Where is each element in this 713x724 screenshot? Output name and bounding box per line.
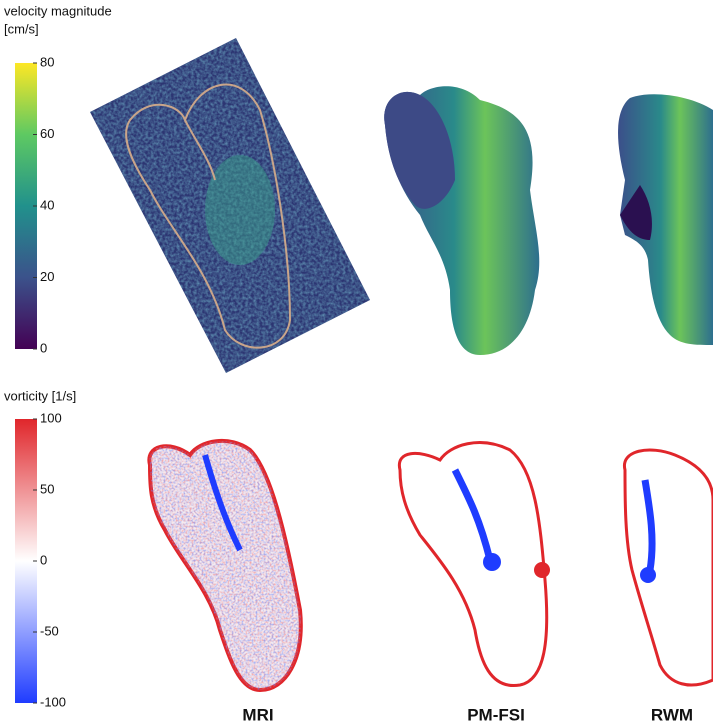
tick-label: 0 xyxy=(40,340,47,355)
tick-label: 0 xyxy=(40,552,47,567)
tick-label: -50 xyxy=(40,623,59,638)
mri-vorticity-image xyxy=(149,441,300,690)
pm-fsi-vorticity-image xyxy=(399,443,550,686)
colorbar-title: vorticity [1/s] xyxy=(4,388,76,403)
colorbar-title: [cm/s] xyxy=(4,21,39,36)
tick-label: 40 xyxy=(40,197,54,212)
rwm-velocity-image xyxy=(618,94,713,345)
tick-label: 100 xyxy=(40,410,62,425)
tick-label: 80 xyxy=(40,54,54,69)
rwm-vorticity-image xyxy=(624,450,713,685)
tick-label: -100 xyxy=(40,694,66,709)
figure: velocity magnitude [cm/s] vorticity [1/s… xyxy=(0,0,713,724)
panel-label: MRI xyxy=(242,705,273,724)
tick-label: 50 xyxy=(40,481,54,496)
pm-fsi-velocity-image xyxy=(384,86,539,355)
tick-label: 20 xyxy=(40,269,54,284)
mri-velocity-image xyxy=(90,38,370,373)
vorticity-colorbar: vorticity [1/s] xyxy=(4,388,76,703)
tick-label: 60 xyxy=(40,126,54,141)
panel-label: PM-FSI xyxy=(467,705,525,724)
panel-label: RWM xyxy=(651,705,693,724)
colorbar-title: velocity magnitude xyxy=(4,3,112,18)
velocity-colorbar: velocity magnitude [cm/s] xyxy=(4,3,112,349)
